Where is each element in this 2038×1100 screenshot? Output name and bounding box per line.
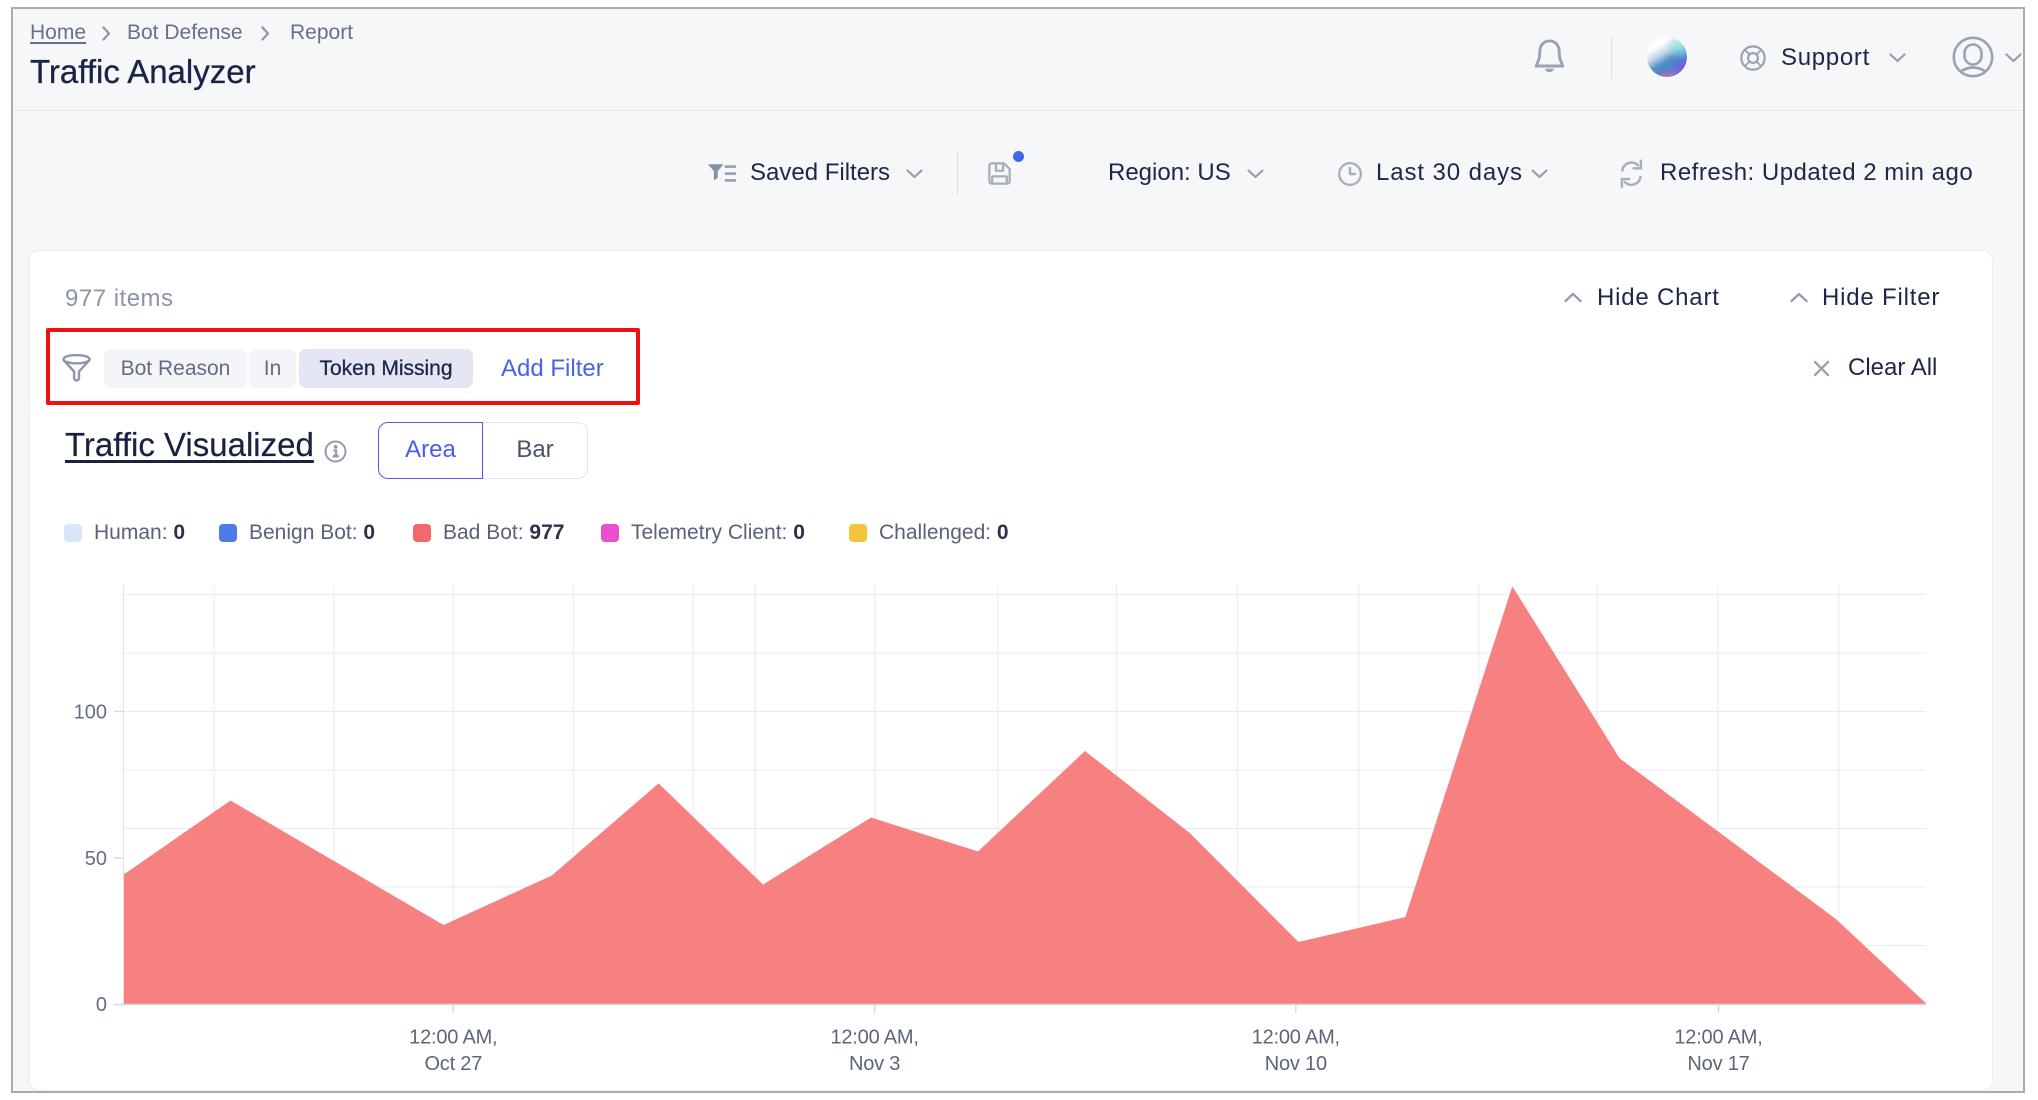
- svg-text:Oct 27: Oct 27: [424, 1053, 482, 1075]
- svg-text:12:00 AM,: 12:00 AM,: [1674, 1027, 1762, 1049]
- svg-text:Nov 17: Nov 17: [1687, 1053, 1749, 1075]
- svg-text:12:00 AM,: 12:00 AM,: [830, 1027, 918, 1049]
- svg-text:12:00 AM,: 12:00 AM,: [1252, 1027, 1340, 1049]
- svg-text:0: 0: [96, 994, 107, 1016]
- svg-text:50: 50: [85, 848, 107, 870]
- svg-text:12:00 AM,: 12:00 AM,: [409, 1027, 497, 1049]
- svg-text:Nov 3: Nov 3: [849, 1053, 900, 1075]
- svg-text:100: 100: [74, 702, 107, 724]
- svg-text:Nov 10: Nov 10: [1265, 1053, 1327, 1075]
